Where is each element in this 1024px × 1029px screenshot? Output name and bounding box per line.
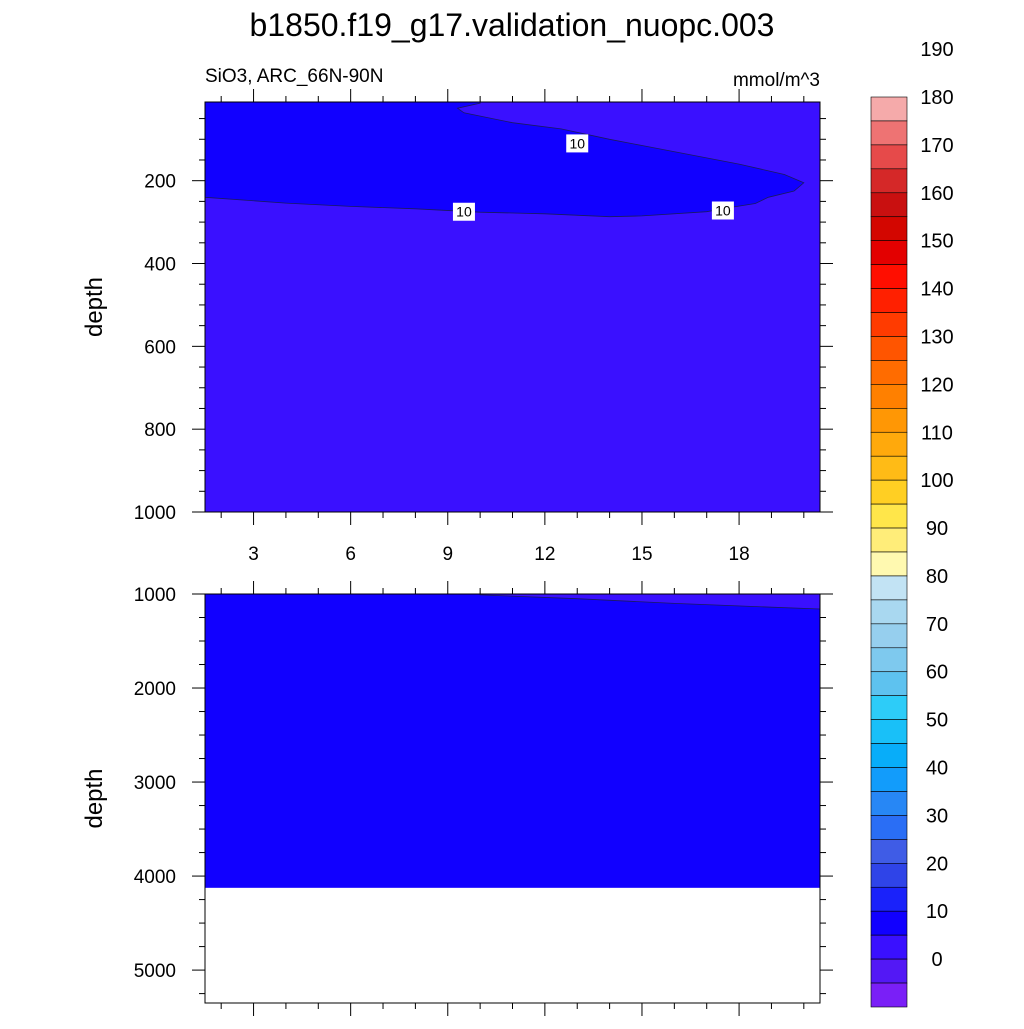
colorbar-swatch [870, 384, 908, 409]
colorbar-label: 170 [920, 135, 953, 157]
lower-panel: 1000 2000 3000 4000 5000 depth [81, 581, 833, 1016]
colorbar-swatch [870, 839, 908, 864]
colorbar-swatch [870, 288, 908, 313]
colorbar-label: 80 [926, 566, 948, 588]
y-tick-label: 600 [144, 337, 176, 358]
contour-label: 10 [715, 203, 731, 219]
colorbar-swatch [870, 551, 908, 577]
x-tick-label: 6 [345, 544, 356, 565]
colorbar-label: 160 [920, 183, 953, 205]
colorbar-swatch [870, 360, 908, 385]
colorbar-swatch [870, 96, 908, 122]
contour-region [205, 102, 805, 218]
colorbar-swatch [870, 264, 908, 289]
colorbar-swatch [870, 431, 908, 457]
colorbar-swatch [870, 408, 908, 433]
colorbar-swatch [870, 767, 908, 792]
colorbar-swatch [870, 144, 908, 170]
contour-fill-background [205, 594, 820, 888]
colorbar-swatch [870, 455, 908, 481]
x-tick-label: 9 [442, 544, 453, 565]
colorbar-swatch [870, 958, 908, 984]
upper-panel: 3 6 9 12 15 18 200 400 600 800 1000 depth 10 10 10 [81, 89, 833, 565]
colorbar-label: 20 [926, 853, 948, 875]
colorbar-swatch [870, 863, 908, 888]
colorbar-swatch [870, 647, 908, 673]
colorbar-swatch [870, 695, 908, 720]
colorbar-swatch [870, 599, 908, 625]
colorbar-label: 120 [920, 374, 953, 396]
colorbar-label: 100 [920, 470, 953, 492]
colorbar-label: 190 [920, 39, 953, 61]
colorbar-swatch [870, 216, 908, 241]
colorbar-swatch [870, 791, 908, 816]
subtitle-left: SiO3, ARC_66N-90N [205, 66, 383, 87]
colorbar-label: 70 [926, 614, 948, 636]
colorbar-label: 90 [926, 518, 948, 540]
colorbar-swatch [870, 910, 908, 936]
contour-label-box [452, 202, 475, 221]
contour-label-box [566, 134, 589, 153]
colorbar-swatch [870, 982, 908, 1008]
colorbar-swatch [870, 527, 908, 553]
y-axis-label: depth [81, 768, 108, 828]
y-axis-label: depth [81, 277, 108, 337]
colorbar-swatch [870, 575, 908, 601]
colorbar-label: 40 [926, 758, 948, 780]
colorbar-swatch [870, 336, 908, 361]
contour-region [479, 594, 820, 610]
contour-label-box [711, 201, 734, 220]
x-tick-label: 12 [534, 544, 555, 565]
colorbar-swatch [870, 479, 908, 505]
colorbar-swatch [870, 240, 908, 265]
colorbar-swatch [870, 886, 908, 912]
x-tick-label: 15 [631, 544, 652, 565]
colorbar-swatch [870, 815, 908, 840]
colorbar-label: 0 [931, 949, 942, 971]
y-tick-label: 3000 [134, 773, 176, 794]
x-tick-label: 3 [248, 544, 259, 565]
contour-label: 10 [456, 204, 472, 220]
contour-label: 10 [569, 135, 585, 151]
colorbar-swatch [870, 192, 908, 218]
colorbar-swatch [870, 623, 908, 649]
colorbar-swatch [870, 120, 908, 146]
colorbar-label: 150 [920, 231, 953, 253]
y-tick-label: 400 [144, 255, 176, 276]
colorbar-label: 30 [926, 805, 948, 827]
colorbar-swatch [870, 671, 908, 696]
colorbar-swatch [870, 312, 908, 337]
colorbar-swatch [870, 168, 908, 194]
subtitle-right: mmol/m^3 [733, 70, 820, 91]
colorbar-label: 50 [926, 710, 948, 732]
colorbar-swatch [870, 934, 908, 960]
chart-title: b1850.f19_g17.validation_nuopc.003 [250, 7, 775, 43]
colorbar-swatch [870, 503, 908, 529]
y-tick-label: 1000 [134, 585, 176, 606]
x-tick-label: 18 [729, 544, 750, 565]
colorbar-label: 10 [926, 901, 948, 923]
y-tick-label: 1000 [134, 503, 176, 524]
y-tick-label: 5000 [134, 961, 176, 982]
colorbar-swatch [870, 719, 908, 744]
colorbar: 0 10 20 30 40 50 60 70 80 90 100 110 120 130 140 150 160… [870, 39, 954, 1008]
y-tick-label: 200 [144, 172, 176, 193]
y-tick-label: 2000 [134, 679, 176, 700]
colorbar-label: 140 [920, 279, 953, 301]
colorbar-label: 110 [921, 422, 953, 444]
colorbar-label: 130 [920, 326, 953, 348]
colorbar-label: 180 [920, 87, 953, 109]
colorbar-swatch [870, 743, 908, 768]
y-tick-label: 800 [144, 420, 176, 441]
colorbar-label: 60 [926, 662, 948, 684]
y-tick-label: 4000 [134, 867, 176, 888]
